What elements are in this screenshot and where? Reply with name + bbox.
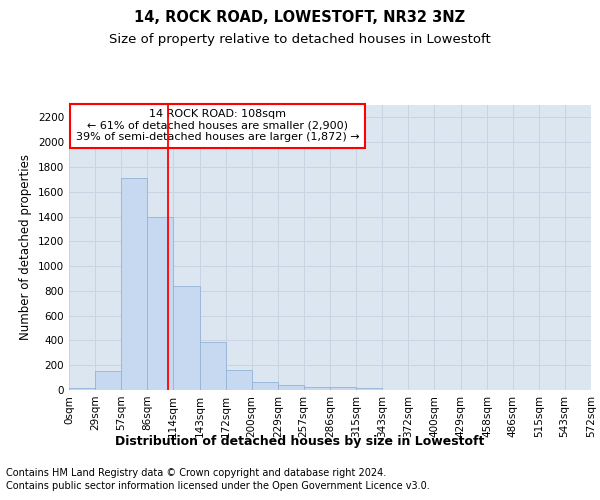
- Y-axis label: Number of detached properties: Number of detached properties: [19, 154, 32, 340]
- Text: Size of property relative to detached houses in Lowestoft: Size of property relative to detached ho…: [109, 32, 491, 46]
- Bar: [69, 388, 95, 390]
- Bar: [199, 342, 226, 390]
- Bar: [95, 371, 121, 390]
- Bar: [356, 388, 382, 390]
- Bar: [278, 386, 304, 390]
- Text: 14, ROCK ROAD, LOWESTOFT, NR32 3NZ: 14, ROCK ROAD, LOWESTOFT, NR32 3NZ: [134, 10, 466, 25]
- Bar: [173, 286, 199, 390]
- Text: Contains HM Land Registry data © Crown copyright and database right 2024.: Contains HM Land Registry data © Crown c…: [6, 468, 386, 477]
- Bar: [121, 178, 148, 390]
- Bar: [251, 382, 278, 390]
- Text: Contains public sector information licensed under the Open Government Licence v3: Contains public sector information licen…: [6, 481, 430, 491]
- Text: 14 ROCK ROAD: 108sqm
← 61% of detached houses are smaller (2,900)
39% of semi-de: 14 ROCK ROAD: 108sqm ← 61% of detached h…: [76, 110, 359, 142]
- Text: Distribution of detached houses by size in Lowestoft: Distribution of detached houses by size …: [115, 435, 485, 448]
- Bar: [304, 386, 330, 390]
- Bar: [148, 216, 173, 390]
- Bar: [226, 370, 251, 390]
- Bar: [330, 386, 356, 390]
